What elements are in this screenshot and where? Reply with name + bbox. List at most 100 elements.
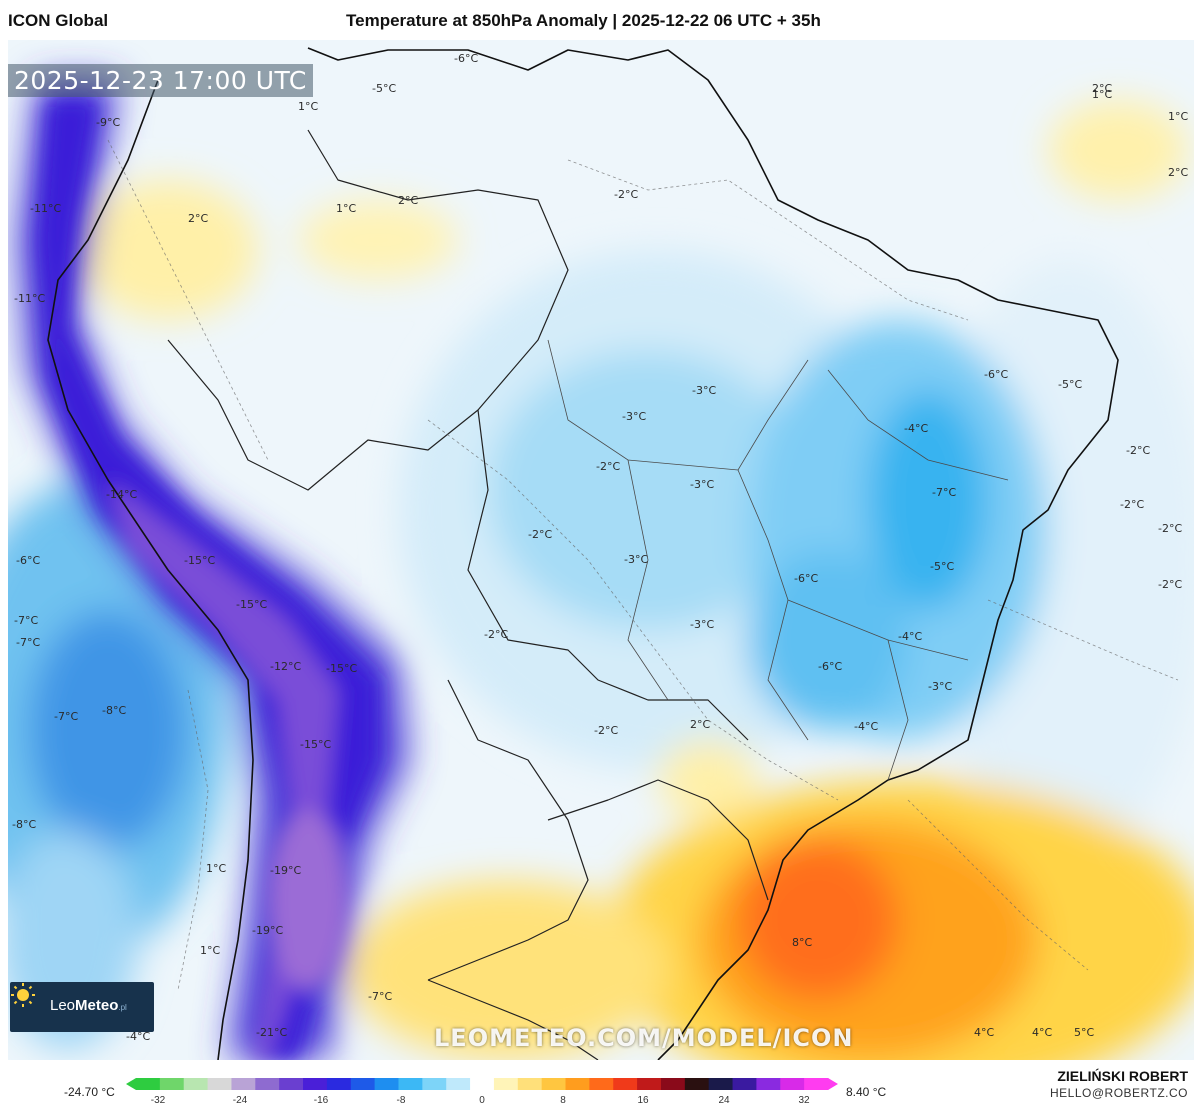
contour-label: 1°C [206,862,227,875]
scale-tick: 24 [718,1095,730,1106]
contour-label: -3°C [690,618,715,631]
contour-label: -21°C [256,1026,288,1039]
contour-label: 1°C [200,944,221,957]
contour-label: -4°C [904,422,929,435]
scale-cell [660,1078,686,1090]
contour-label: -2°C [528,528,553,541]
scale-arrow-left [126,1078,136,1090]
contour-label: -9°C [96,116,121,129]
contour-label: 2°C [1092,82,1113,95]
scale-cell [255,1078,280,1090]
contour-label: -19°C [252,924,284,937]
contour-label: -7°C [16,636,41,649]
author-name: ZIELIŃSKI ROBERT [1057,1068,1188,1084]
contour-lines [107,139,1179,991]
scale-tick: 8 [560,1095,566,1106]
contour-label: -15°C [184,554,216,567]
watermark: LEOMETEO.COM/MODEL/ICON [434,1024,854,1052]
scale-arrow-right [828,1078,838,1090]
contour-label: -7°C [54,710,79,723]
legend-max: 8.40 °C [846,1085,887,1099]
contour-label: -5°C [930,560,955,573]
scale-cell [136,1078,161,1090]
contour-label: -5°C [372,82,397,95]
scale-cell [732,1078,757,1090]
scale-tick: -32 [150,1095,166,1106]
contour-label: 1°C [298,100,319,113]
scale-cell [303,1078,328,1090]
color-scale [126,1078,838,1090]
scale-tick: 32 [798,1095,810,1106]
contour-label: -15°C [236,598,268,611]
contour-label: 1°C [1168,110,1189,123]
contour-label: -2°C [614,188,639,201]
scale-cell [446,1078,471,1090]
contour-label: -5°C [1058,378,1083,391]
contour-label: -2°C [484,628,509,641]
contour-label: 4°C [974,1026,995,1039]
contour-label: -4°C [854,720,879,733]
contour-label: -3°C [692,384,717,397]
contour-label: 2°C [398,194,419,207]
contour-label: -2°C [596,460,621,473]
model-name: ICON Global [8,11,109,30]
contour-label: -7°C [14,614,39,627]
scale-cell [684,1078,710,1090]
contour-label: -12°C [270,660,302,673]
scale-cell [374,1078,399,1090]
map-field [8,40,1194,1060]
scale-cell [756,1078,781,1090]
scale-cell [350,1078,376,1090]
scale-cell [279,1078,304,1090]
contour-label: 1°C [1092,88,1113,101]
sun-icon [11,983,35,1007]
coastline [47,47,1119,1060]
scale-cell [493,1078,519,1090]
legend-bar: -24.70 °C -32 -24 -16 -8 0 8 16 24 32 8.40 °C ZI… [0,1060,1200,1107]
scale-tick: 0 [479,1095,485,1106]
scale-tick: -16 [313,1095,329,1106]
scale-cell [780,1078,805,1090]
header: ICON Global Temperature at 850hPa Anomal… [0,0,1200,40]
scale-cell [708,1078,734,1090]
contour-label: -2°C [594,724,619,737]
logo-suffix: .pl [118,1003,127,1012]
contour-label: -15°C [300,738,332,751]
contour-label: -7°C [368,990,393,1003]
legend-min: -24.70 °C [64,1085,115,1099]
contour-label: -3°C [928,680,953,693]
scale-cell [422,1078,447,1090]
contour-label: -4°C [898,630,923,643]
scale-tick: 16 [637,1095,649,1106]
scale-cell [207,1078,232,1090]
contour-label: -4°C [126,1030,151,1043]
contour-label: -11°C [14,292,46,305]
contour-label: -2°C [1120,498,1145,511]
contour-label: 2°C [690,718,711,731]
logo-wordmark: LeoMeteo.pl [50,997,127,1014]
contour-label: -8°C [102,704,127,717]
scale-cell [231,1078,256,1090]
contour-label: -2°C [1158,578,1183,591]
contour-label: -2°C [1158,522,1183,535]
contour-label: 1°C [336,202,357,215]
author-email: HELLO@ROBERTZ.CO [1050,1086,1188,1100]
contour-label: -15°C [326,662,358,675]
leometeo-logo[interactable]: LeoMeteo.pl [10,982,154,1032]
contour-label: 2°C [1168,166,1189,179]
scale-cell [637,1078,662,1090]
contour-label: -6°C [16,554,41,567]
country-borders [167,129,769,1060]
contour-label: -3°C [690,478,715,491]
scale-tick: -8 [396,1095,406,1106]
contour-label: -3°C [624,553,649,566]
contour-label: -19°C [270,864,302,877]
state-borders [547,339,1009,781]
valid-time: 2025-12-23 17:00 UTC [8,64,313,97]
scale-cell [183,1078,209,1090]
contour-label: -7°C [932,486,957,499]
scale-cell [470,1078,495,1090]
contour-label: -8°C [12,818,37,831]
anomaly-map[interactable]: 2025-12-23 17:00 UTC -6°C -5°C 1°C 2°C 1°C 2°… [8,40,1194,1060]
scale-cell [804,1078,829,1090]
